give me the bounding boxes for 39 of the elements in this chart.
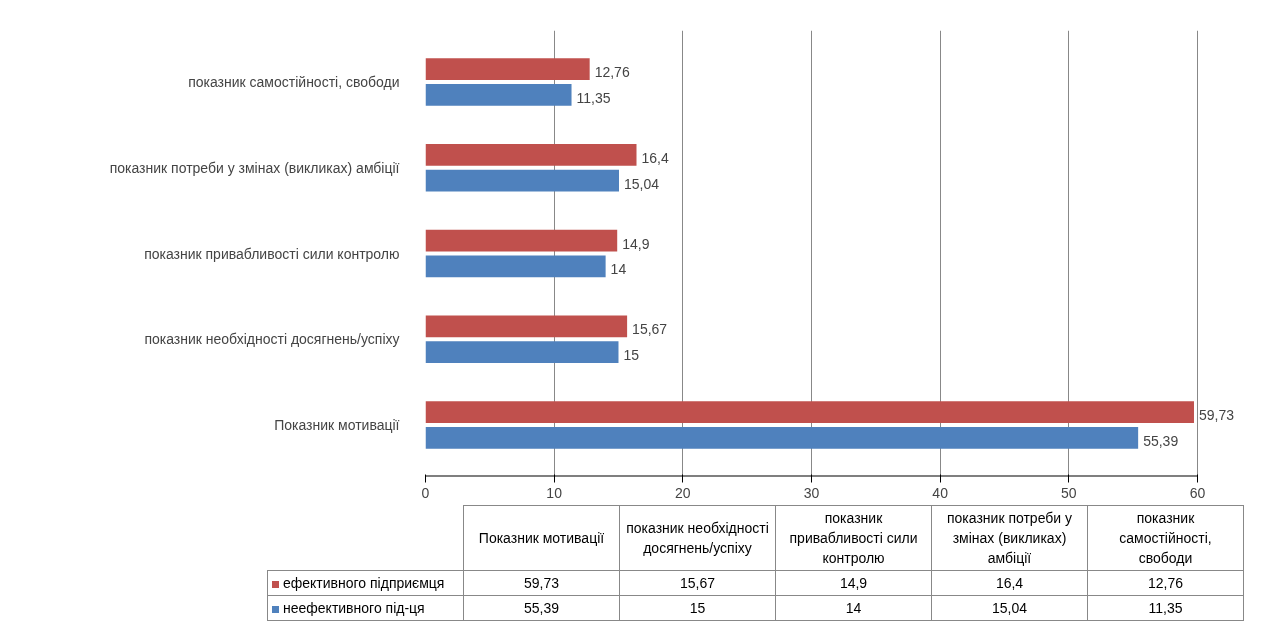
x-tick-label: 60 — [1189, 484, 1206, 501]
text: 12,76 — [1147, 575, 1184, 591]
text: 14,9 — [839, 575, 868, 591]
text: 16,4 — [995, 575, 1024, 591]
text: 59,73 — [523, 575, 560, 591]
text: 14 — [845, 600, 862, 616]
category-label: показник привабливості сили контролю — [789, 510, 918, 566]
text: 15,67 — [679, 575, 716, 591]
y-tick-label: показник самостійності, свободи — [188, 73, 400, 90]
category-label: показник необхідності досягнень/успіху — [626, 520, 769, 556]
y-tick-label: Показник мотивації — [274, 417, 400, 434]
data-label: 14,9 — [622, 235, 650, 252]
category-label: Показник мотивації — [478, 530, 605, 546]
data-label: 15,67 — [632, 321, 668, 338]
x-tick-label: 20 — [675, 484, 691, 501]
text: 15 — [689, 600, 706, 616]
category-label: показник самостійності, свободи — [1119, 510, 1212, 566]
x-tick-label: 50 — [1061, 484, 1077, 501]
text: 11,35 — [1148, 600, 1183, 616]
data-label: 15 — [623, 347, 640, 364]
data-label: 55,39 — [1143, 432, 1179, 449]
y-tick-label: показник привабливості сили контролю — [144, 245, 400, 262]
legend-label: ефективного підприємця — [267, 570, 464, 596]
data-label: 15,04 — [624, 175, 660, 192]
x-tick-label: 0 — [421, 484, 430, 501]
x-tick-label: 10 — [546, 484, 563, 501]
x-tick-label: 30 — [803, 484, 820, 501]
data-label: 11,35 — [576, 89, 611, 106]
y-tick-label: показник потреби у змінах (викликах) амбіції — [109, 159, 400, 176]
data-label: 59,73 — [1198, 407, 1235, 424]
data-label: 16,4 — [641, 149, 669, 166]
text: 55,39 — [523, 600, 560, 616]
y-tick-label: показник необхідності досягнень/успіху — [144, 331, 400, 348]
text: 15,04 — [991, 600, 1028, 616]
data-label: 12,76 — [594, 64, 630, 81]
x-tick-label: 40 — [932, 484, 949, 501]
legend-label: неефективного під-ця — [267, 595, 464, 621]
category-label: показник потреби у змінах (викликах) амбіції — [946, 510, 1073, 566]
data-label: 14 — [610, 261, 627, 278]
